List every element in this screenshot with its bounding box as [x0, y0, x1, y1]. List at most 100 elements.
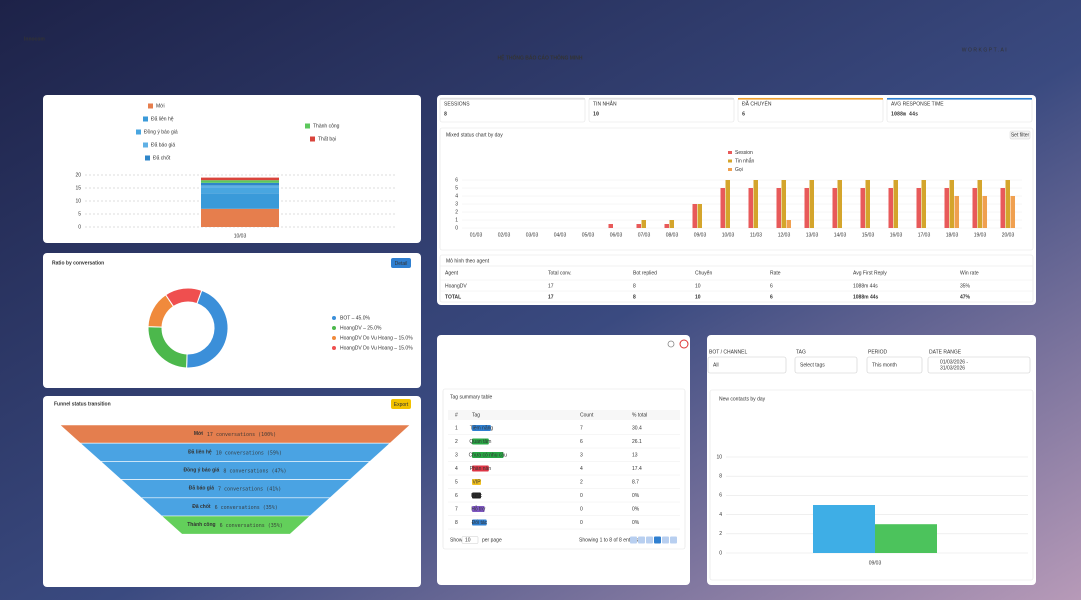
filter-label: BOT / CHANNEL [709, 349, 747, 355]
bar [813, 505, 875, 553]
avatar-icon[interactable] [679, 339, 689, 349]
legend-dot [332, 316, 336, 320]
bar [949, 180, 954, 228]
x-tick-label: 04/03 [554, 232, 567, 238]
filter-button[interactable] [1009, 130, 1031, 140]
y-tick-label: 4 [719, 512, 722, 518]
x-tick-label: 10/03 [234, 233, 247, 239]
y-tick-label: 0 [719, 550, 722, 556]
kpi-label: ĐÃ CHUYỂN [742, 100, 772, 107]
x-tick-label: 19/03 [974, 232, 987, 238]
chart-card [709, 389, 1034, 581]
x-tick-label: 02/03 [498, 232, 511, 238]
kpi-accent [440, 98, 585, 100]
pagination-button[interactable] [654, 536, 661, 544]
x-tick-label: 13/03 [806, 232, 819, 238]
table-cell: 0 [580, 506, 583, 512]
bar [837, 180, 842, 228]
filter-select[interactable] [927, 356, 1031, 374]
y-tick-label: 2 [719, 531, 722, 537]
bar [977, 180, 982, 228]
pagination-button[interactable] [638, 536, 645, 544]
filter-label: PERIOD [868, 349, 888, 355]
filter-label: DATE RANGE [929, 349, 962, 355]
footer-text: Show [450, 537, 463, 543]
kpi-accent [738, 98, 883, 100]
legend-label: Tin nhắn [735, 157, 754, 164]
partner-logo: WORKGPT.AI [962, 47, 1008, 53]
legend-label: HoangDV Do Vu Hoang – 15.0% [340, 345, 413, 351]
detail-button[interactable] [391, 258, 411, 268]
table-cell: 0 [580, 493, 583, 499]
pagination-button[interactable] [662, 536, 669, 544]
legend-label: Mới [156, 103, 165, 109]
chart-card [439, 127, 1034, 251]
brand-logo: Innocom [24, 36, 45, 42]
export-button[interactable] [391, 399, 411, 409]
tag-label: Tiềm năng [470, 425, 494, 431]
table-cell: 8.7 [632, 479, 639, 485]
legend-swatch [728, 151, 732, 154]
bar [692, 204, 697, 228]
legend-swatch [305, 123, 310, 129]
tag-label: Đối tác [472, 520, 488, 526]
legend-label: Đồng ý báo giá [144, 129, 178, 135]
table-cell: 30.4 [632, 425, 642, 431]
bar-segment [201, 208, 279, 227]
table-cell: 2 [455, 439, 458, 445]
table-cell: 0% [632, 493, 640, 499]
filter-select[interactable] [866, 356, 923, 374]
page-size-select[interactable] [461, 536, 479, 544]
y-tick-label: 15 [75, 185, 81, 191]
stage-value: 6 conversations (35%) [215, 504, 278, 510]
column-header: Rate [770, 270, 781, 276]
filter-select[interactable] [794, 356, 858, 374]
legend-label: HoangDV – 25.0% [340, 325, 382, 331]
bar [832, 188, 837, 228]
table-cell: 26.1 [632, 439, 642, 445]
settings-icon[interactable] [667, 340, 675, 348]
filter-label: TAG [796, 349, 806, 355]
legend-dot [332, 326, 336, 330]
bar [636, 224, 641, 228]
funnel-stage [160, 515, 311, 535]
legend-label: Session [735, 150, 753, 156]
bar [748, 188, 753, 228]
panel-title: New contacts by day [719, 396, 766, 402]
pagination-button[interactable] [646, 536, 653, 544]
kpi-value: 8 [444, 112, 447, 118]
table-cell: 1 [455, 425, 458, 431]
filter-select[interactable] [707, 356, 787, 374]
column-header: Total conv. [548, 270, 572, 276]
table-cell: HoangDV [445, 283, 467, 289]
bar-segment [201, 185, 279, 188]
table-cell: 8 [633, 283, 636, 289]
column-header: Win rate [960, 270, 979, 276]
bar-segment [201, 177, 279, 181]
tag-pill [472, 465, 489, 472]
kpi-label: TIN NHẮN [593, 99, 617, 107]
legend-label: Thành công [313, 123, 340, 129]
funnel-label: Thành công 6 conversations (35%) [187, 522, 283, 528]
x-tick-label: 01/03 [470, 232, 483, 238]
column-header: Bot replied [633, 270, 657, 276]
table-cell: 7 [580, 425, 583, 431]
table-cell: 3 [455, 452, 458, 458]
kpi-value: 6 [742, 112, 745, 118]
tag-pill [472, 438, 489, 445]
bar [954, 196, 959, 228]
panel-title: Mixed status chart by day [446, 132, 503, 138]
pagination-button[interactable] [670, 536, 677, 544]
pagination-button[interactable] [630, 536, 637, 544]
tag-pill [472, 519, 487, 526]
table-cell: 3 [580, 452, 583, 458]
legend-swatch [143, 116, 148, 122]
bar-segment [201, 188, 279, 194]
table-cell: 10 [695, 294, 701, 300]
stage-name: Đồng ý báo giá [183, 468, 219, 474]
filter-value: 01/03/2026 -31/03/2026 [940, 360, 968, 372]
table-cell: 2 [580, 479, 583, 485]
y-tick-label: 5 [78, 211, 81, 217]
bar [1000, 188, 1005, 228]
